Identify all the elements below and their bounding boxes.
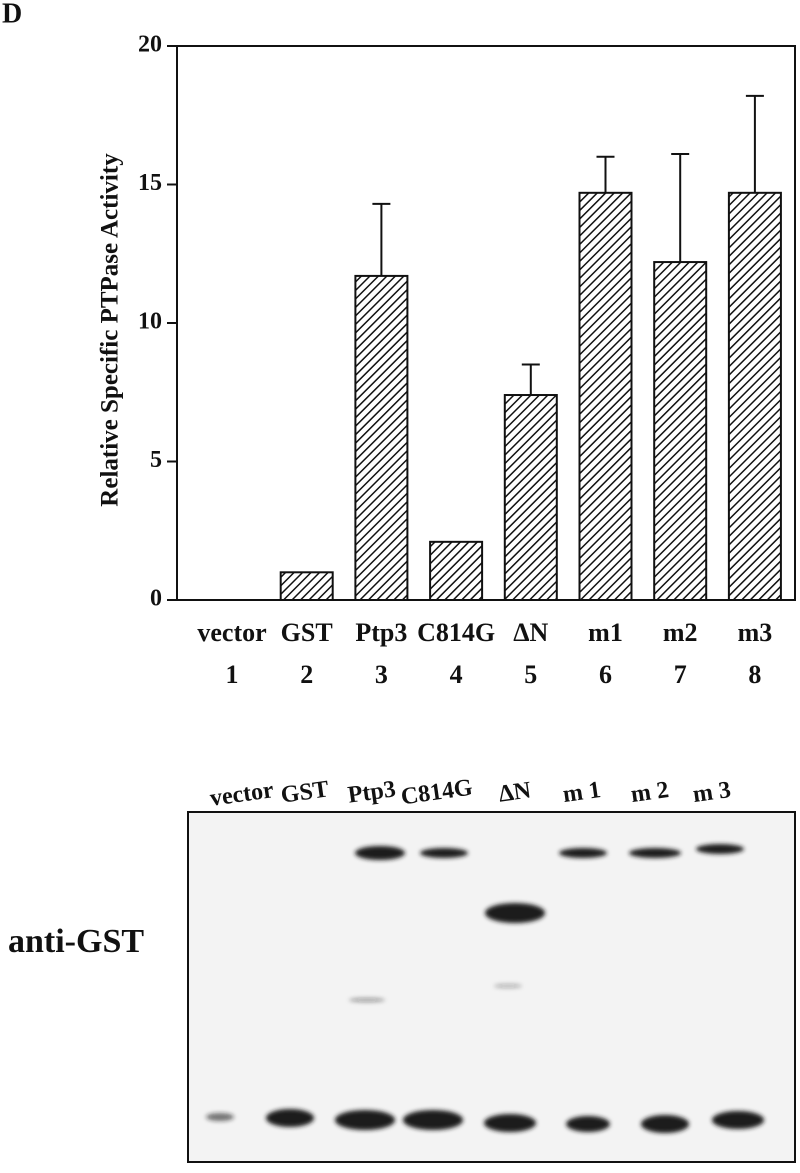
- bar: [727, 191, 782, 601]
- antibody-label: anti-GST: [8, 923, 144, 960]
- y-tick-label: 15: [138, 170, 162, 196]
- lane-label: m 1: [561, 777, 602, 808]
- lane-labels: vector GST Ptp3 C814G ΔN m 1 m 2 m 3: [208, 775, 732, 812]
- error-bar: [372, 202, 391, 276]
- y-tick-label: 10: [138, 309, 162, 335]
- x-tick-label: m3: [738, 618, 773, 647]
- bar: [429, 540, 484, 602]
- chart: 0 5 10 15 20 vector 1 GST 2 Ptp3 3 C814G 4 ΔN 5 m1 6 m2 7 m…: [138, 32, 782, 689]
- y-tick-label: 0: [150, 586, 162, 612]
- x-tick-label: GST: [281, 618, 333, 647]
- x-tick-label: ΔN: [513, 618, 548, 647]
- bar: [578, 191, 633, 601]
- x-tick-number: 6: [599, 660, 612, 689]
- x-tick-label: m2: [663, 618, 698, 647]
- x-tick-number: 3: [375, 660, 388, 689]
- lane-label: ΔN: [497, 777, 533, 807]
- x-tick-label: vector: [197, 618, 266, 647]
- x-tick-number: 4: [450, 660, 463, 689]
- lane-label: m 3: [691, 777, 732, 808]
- error-bar: [596, 155, 615, 193]
- error-bar: [521, 363, 540, 396]
- lane-label: Ptp3: [346, 776, 397, 808]
- x-tick-number: 8: [748, 660, 761, 689]
- x-tick-number: 1: [226, 660, 239, 689]
- error-bar: [671, 153, 690, 263]
- bar: [653, 261, 708, 601]
- bar: [503, 394, 558, 601]
- lane-label: GST: [279, 776, 330, 808]
- x-tick-label: m1: [588, 618, 623, 647]
- x-tick-label: C814G: [417, 618, 495, 647]
- error-bar: [745, 94, 764, 193]
- lane-label: C814G: [399, 775, 474, 811]
- lane-label: vector: [208, 777, 275, 812]
- panel-label: D: [2, 0, 22, 29]
- x-tick-number: 2: [300, 660, 313, 689]
- x-tick-number: 5: [524, 660, 537, 689]
- x-tick-number: 7: [674, 660, 687, 689]
- y-tick-label: 20: [138, 32, 162, 58]
- bar: [354, 274, 409, 601]
- lane-label: m 2: [629, 777, 670, 808]
- blot-frame: [187, 811, 796, 1163]
- y-axis-label: Relative Specific PTPase Activity: [97, 153, 124, 507]
- bar: [279, 571, 334, 601]
- x-tick-label: Ptp3: [355, 618, 407, 647]
- blot-bands: [206, 844, 764, 1133]
- y-tick-label: 5: [150, 447, 162, 473]
